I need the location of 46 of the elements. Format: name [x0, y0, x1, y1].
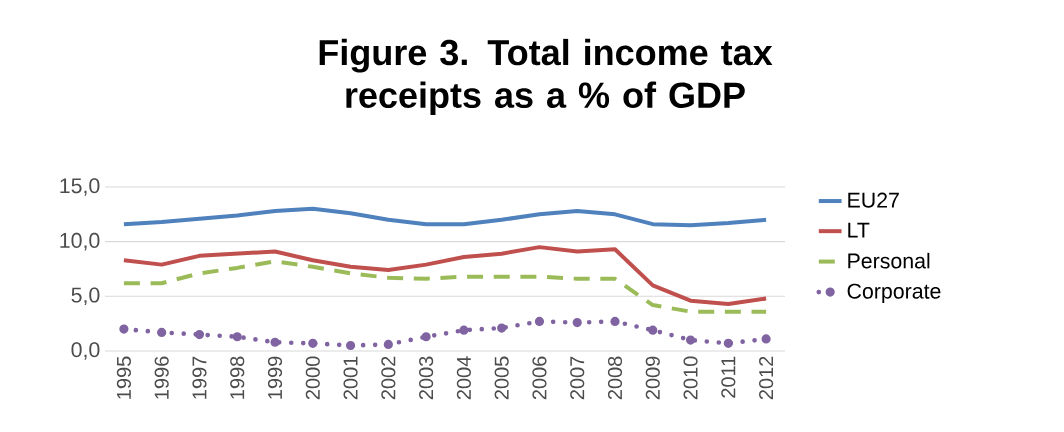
y-tick-label: 15,0 — [60, 178, 100, 196]
point — [534, 316, 545, 327]
x-tick-label: 1998 — [230, 356, 245, 399]
y-tick-label: 5,0 — [71, 287, 100, 306]
legend-label: Personal — [848, 252, 930, 269]
point — [345, 340, 356, 351]
legend-label: EU27 — [848, 192, 899, 208]
x-tick-label: 2008 — [607, 356, 623, 400]
legend-label: LT — [848, 222, 870, 238]
point — [723, 338, 733, 348]
x-tick-label: 2007 — [570, 356, 585, 400]
x-tick-label: 2001 — [343, 356, 358, 400]
x-tick-label: 2010 — [683, 356, 698, 400]
point — [383, 339, 393, 350]
point — [648, 325, 658, 335]
point — [421, 332, 431, 342]
x-tick-label: 2012 — [759, 356, 774, 400]
x-tick-label: 2004 — [456, 356, 471, 400]
point — [610, 316, 620, 327]
point — [685, 335, 696, 345]
point — [308, 338, 318, 348]
x-tick-label: 1997 — [192, 356, 207, 399]
point — [761, 334, 771, 344]
x-tick-label: 1999 — [267, 356, 283, 399]
chart-title: Figure 3. Total income tax receipts as a % of GDP — [319, 38, 773, 116]
point — [497, 323, 507, 333]
x-tick-label: 2003 — [419, 356, 434, 400]
legend-label: Corporate — [847, 283, 941, 303]
x-tick-label: 1995 — [116, 356, 131, 399]
x-tick-label: 2005 — [494, 356, 509, 400]
line-series — [121, 206, 769, 228]
point — [459, 325, 469, 335]
x-tick-label: 2002 — [381, 356, 396, 400]
point — [232, 332, 242, 342]
y-tick-label: 0,0 — [71, 342, 100, 360]
x-tick-label: 2009 — [645, 356, 660, 400]
point — [194, 329, 205, 340]
x-tick-label: 2011 — [721, 356, 736, 398]
y-tick-label: 10,0 — [60, 232, 100, 251]
point — [270, 337, 280, 347]
x-tick-label: 2000 — [305, 356, 320, 400]
point — [572, 317, 582, 328]
x-tick-label: 1996 — [154, 356, 169, 399]
x-tick-label: 2006 — [532, 356, 547, 400]
point — [119, 324, 129, 334]
point — [157, 327, 167, 337]
